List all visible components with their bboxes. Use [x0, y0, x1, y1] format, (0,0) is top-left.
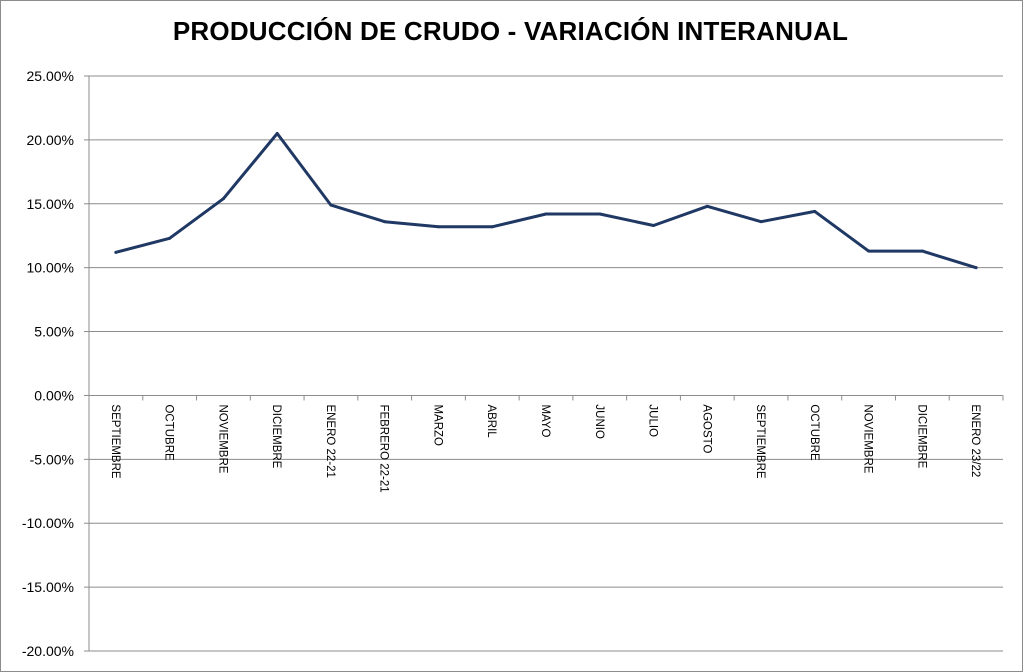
x-tick-label: FEBRERO 22-21	[378, 404, 390, 492]
data-point	[813, 209, 817, 213]
data-point	[275, 132, 279, 135]
data-point	[168, 236, 172, 240]
series-line	[114, 132, 978, 270]
y-tick-label: 5.00%	[34, 324, 74, 340]
x-tick-label: OCTUBRE	[163, 404, 175, 461]
x-tick-label: NOVIEMBRE	[862, 404, 874, 473]
chart-title: PRODUCCIÓN DE CRUDO - VARIACIÓN INTERANU…	[172, 16, 849, 46]
axes	[84, 75, 1004, 652]
x-tick-label: NOVIEMBRE	[216, 404, 228, 473]
x-tick-label: DICIEMBRE	[915, 404, 927, 468]
x-tick-label: OCTUBRE	[808, 404, 820, 461]
x-tick-label: SEPTIEMBRE	[109, 404, 121, 478]
data-point	[705, 204, 709, 208]
data-point	[383, 220, 387, 224]
x-tick-label: AGOSTO	[700, 404, 712, 453]
data-point	[974, 266, 978, 270]
x-tick-labels: SEPTIEMBRE OCTUBRE NOVIEMBRE DICIEMBRE ENERO…	[109, 404, 981, 492]
x-tick-label: ENERO 22-21	[324, 404, 336, 478]
data-point	[652, 224, 656, 227]
data-point	[598, 212, 602, 216]
data-point	[920, 249, 924, 253]
y-tick-label: 15.00%	[27, 196, 74, 212]
y-tick-label: 20.00%	[27, 132, 74, 148]
y-tick-labels: 25.00% 20.00% 15.00% 10.00% 5.00% 0.00% -5.00%…	[22, 68, 74, 659]
y-tick-label: 0.00%	[34, 387, 74, 403]
data-point	[490, 225, 494, 229]
data-point	[867, 249, 871, 253]
data-point	[759, 220, 763, 224]
series	[114, 132, 978, 270]
data-point	[329, 203, 333, 207]
y-tick-label: -20.00%	[22, 643, 74, 659]
data-point	[221, 197, 225, 201]
y-tick-label: -15.00%	[22, 579, 74, 595]
x-tick-label: JULIO	[647, 404, 659, 437]
data-point	[436, 225, 440, 229]
x-tick-label: JUNIO	[593, 404, 605, 439]
y-tick-label: 25.00%	[27, 68, 74, 84]
x-tick-label: DICIEMBRE	[270, 404, 282, 468]
x-tick-label: MAYO	[539, 404, 551, 437]
x-tick-label: ABRIL	[485, 404, 497, 438]
y-tick-label: -5.00%	[30, 451, 74, 467]
x-tick-label: ENERO 23/22	[969, 404, 981, 477]
x-tick-label: MARZO	[431, 404, 443, 446]
y-tick-label: -10.00%	[22, 515, 74, 531]
data-point	[114, 250, 118, 254]
data-point	[544, 212, 548, 216]
gridlines	[89, 75, 1003, 652]
y-tick-label: 10.00%	[27, 260, 74, 276]
x-tick-label: SEPTIEMBRE	[754, 404, 766, 478]
